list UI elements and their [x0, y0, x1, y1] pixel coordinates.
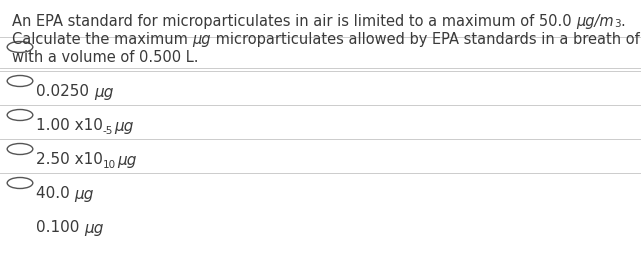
Text: 3: 3: [614, 19, 620, 29]
Text: 0.0250: 0.0250: [36, 84, 94, 100]
Text: μg: μg: [114, 119, 133, 133]
Text: μg: μg: [74, 186, 94, 202]
Text: μg: μg: [117, 153, 137, 167]
Text: μg: μg: [84, 221, 104, 235]
Text: μg: μg: [192, 32, 211, 47]
Text: with a volume of 0.500 L.: with a volume of 0.500 L.: [12, 50, 199, 65]
Text: 1.00 x10: 1.00 x10: [36, 119, 103, 133]
Text: An EPA standard for microparticulates in air is limited to a maximum of 50.0: An EPA standard for microparticulates in…: [12, 14, 576, 29]
Text: 40.0: 40.0: [36, 186, 74, 202]
Text: μg/m: μg/m: [576, 14, 614, 29]
Text: 10: 10: [103, 160, 116, 170]
Text: .: .: [620, 14, 625, 29]
Text: μg: μg: [94, 84, 113, 100]
Text: 2.50 x10: 2.50 x10: [36, 153, 103, 167]
Text: microparticulates allowed by EPA standards in a breath of air: microparticulates allowed by EPA standar…: [211, 32, 641, 47]
Text: Calculate the maximum: Calculate the maximum: [12, 32, 192, 47]
Text: -5: -5: [103, 126, 113, 136]
Text: 0.100: 0.100: [36, 221, 84, 235]
